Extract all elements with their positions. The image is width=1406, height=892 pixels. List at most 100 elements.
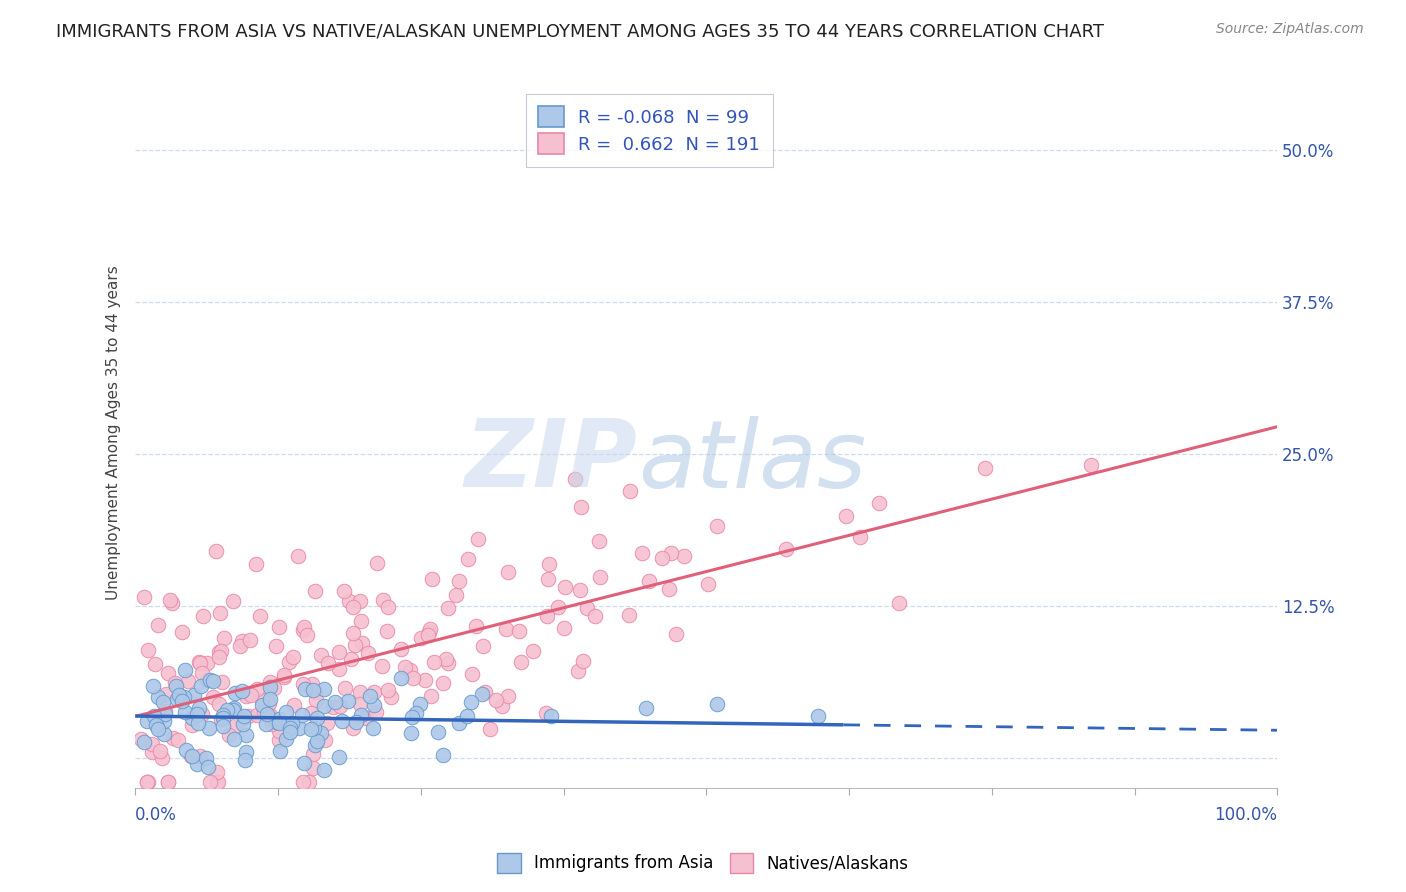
Point [157, 774, 180, 789]
Point [576, 601, 599, 615]
Point [291, 677, 314, 691]
Point [301, 677, 323, 691]
Point [273, 668, 295, 682]
Point [304, 739, 326, 753]
Point [495, 622, 517, 636]
Point [553, 621, 575, 635]
Point [207, 774, 229, 789]
Point [323, 695, 346, 709]
Point [564, 472, 586, 486]
Point [304, 684, 326, 698]
Point [322, 700, 344, 714]
Y-axis label: Unemployment Among Ages 35 to 44 years: Unemployment Among Ages 35 to 44 years [107, 265, 121, 600]
Point [183, 688, 205, 702]
Point [239, 633, 262, 648]
Point [197, 760, 219, 774]
Point [181, 749, 204, 764]
Point [212, 719, 235, 733]
Text: IMMIGRANTS FROM ASIA VS NATIVE/ALASKAN UNEMPLOYMENT AMONG AGES 35 TO 44 YEARS CO: IMMIGRANTS FROM ASIA VS NATIVE/ALASKAN U… [56, 22, 1104, 40]
Point [409, 697, 432, 711]
Point [361, 721, 384, 735]
Point [180, 711, 202, 725]
Point [547, 599, 569, 614]
Point [366, 556, 388, 570]
Point [350, 708, 373, 723]
Point [658, 582, 681, 596]
Point [222, 701, 245, 715]
Point [205, 764, 228, 779]
Point [292, 774, 315, 789]
Point [148, 618, 170, 632]
Point [340, 652, 363, 666]
Point [534, 706, 557, 721]
Point [163, 676, 186, 690]
Point [356, 646, 378, 660]
Point [471, 639, 494, 653]
Point [485, 693, 508, 707]
Point [141, 737, 163, 751]
Point [207, 774, 229, 789]
Point [349, 593, 371, 607]
Point [292, 756, 315, 770]
Point [309, 725, 332, 739]
Point [188, 700, 211, 714]
Point [312, 699, 335, 714]
Point [276, 705, 298, 719]
Point [209, 644, 232, 658]
Point [349, 697, 371, 711]
Point [491, 698, 513, 713]
Point [215, 703, 238, 717]
Point [434, 652, 457, 666]
Point [418, 628, 440, 642]
Point [198, 721, 221, 735]
Point [172, 693, 194, 707]
Point [212, 631, 235, 645]
Point [141, 745, 163, 759]
Legend: Immigrants from Asia, Natives/Alaskans: Immigrants from Asia, Natives/Alaskans [491, 847, 915, 880]
Point [231, 712, 253, 726]
Point [436, 600, 458, 615]
Point [146, 690, 169, 704]
Text: 0.0%: 0.0% [135, 806, 177, 824]
Point [287, 549, 309, 563]
Point [263, 681, 285, 696]
Point [508, 624, 530, 639]
Point [328, 662, 350, 676]
Point [198, 673, 221, 687]
Point [173, 706, 195, 720]
Point [337, 693, 360, 707]
Point [312, 682, 335, 697]
Point [208, 606, 231, 620]
Point [187, 715, 209, 730]
Point [235, 689, 257, 703]
Point [174, 742, 197, 756]
Point [572, 654, 595, 668]
Point [354, 710, 377, 724]
Point [432, 747, 454, 762]
Point [153, 727, 176, 741]
Point [246, 681, 269, 696]
Point [1080, 458, 1102, 472]
Point [380, 690, 402, 705]
Point [328, 749, 350, 764]
Point [474, 685, 496, 699]
Point [706, 697, 728, 711]
Point [363, 684, 385, 698]
Point [208, 650, 231, 665]
Point [536, 609, 558, 624]
Point [190, 748, 212, 763]
Point [256, 707, 278, 722]
Point [195, 657, 218, 671]
Point [554, 580, 576, 594]
Point [617, 608, 640, 623]
Point [806, 709, 828, 723]
Point [522, 644, 544, 658]
Point [174, 663, 197, 677]
Point [868, 496, 890, 510]
Point [619, 483, 641, 498]
Point [364, 705, 387, 719]
Text: 100.0%: 100.0% [1215, 806, 1277, 824]
Point [377, 683, 399, 698]
Point [305, 693, 328, 707]
Point [281, 649, 304, 664]
